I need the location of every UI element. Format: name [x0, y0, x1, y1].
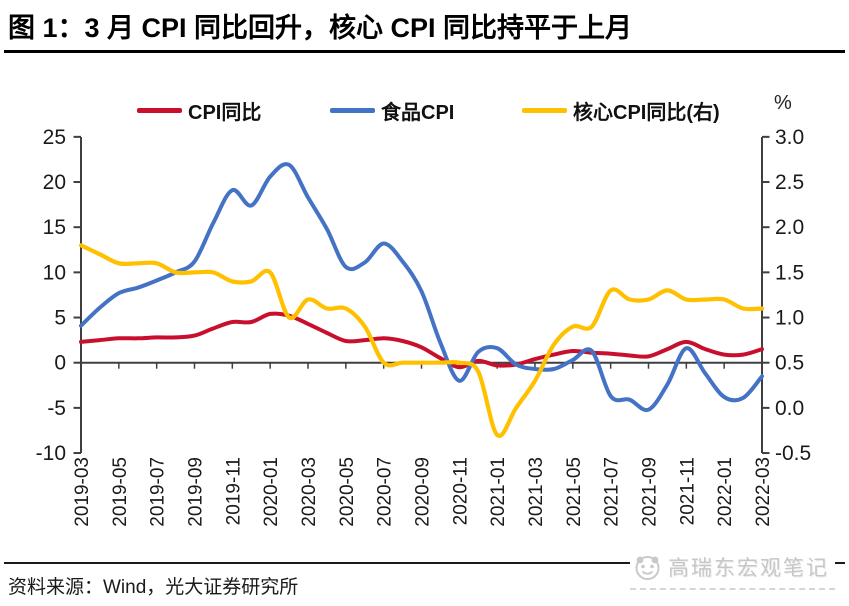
y-axis-tick-label: 2.5	[775, 171, 804, 194]
x-axis-tick-label: 2021-09	[640, 457, 661, 527]
x-axis-tick-label: 2020-07	[375, 457, 396, 527]
footer-separator	[4, 562, 845, 564]
x-axis-tick-label: 2021-11	[677, 457, 698, 525]
panda-logo-icon	[635, 555, 660, 580]
food-cpi-line	[79, 162, 764, 413]
y-axis-tick-label: 1.0	[775, 307, 804, 330]
legend-item-food-cpi: 食品CPI	[330, 96, 454, 125]
x-axis-tick-label: 2021-07	[602, 457, 623, 527]
x-axis-tick-label: 2021-05	[564, 457, 585, 527]
y-axis-tick-label: 0	[54, 352, 66, 375]
x-axis-tick-label: 2020-01	[261, 457, 282, 527]
y-axis-tick-label: -0.5	[775, 442, 811, 465]
legend-label: 食品CPI	[381, 102, 455, 124]
y-axis-tick-label: 3.0	[775, 126, 804, 149]
y-axis-tick-label: 20	[43, 171, 66, 194]
y-axis-tick-label: 5	[54, 307, 66, 330]
cpi-yoy-line	[79, 311, 764, 370]
y-axis-tick-label: -10	[36, 442, 66, 465]
y-axis-tick-label: -5	[47, 397, 66, 420]
x-axis-tick-label: 2019-11	[223, 457, 244, 525]
food-cpi-legend-swatch	[330, 108, 375, 113]
x-axis-tick-label: 2022-01	[715, 457, 736, 527]
x-axis-tick-label: 2022-03	[753, 457, 774, 527]
y-axis-tick-label: 25	[43, 126, 66, 149]
legend-item-core-cpi: 核心CPI同比(右)	[522, 96, 720, 125]
source-note: 资料来源：Wind，光大证券研究所	[8, 577, 299, 598]
core-cpi-legend-swatch	[522, 108, 567, 113]
x-axis-tick-label: 2021-01	[488, 457, 509, 527]
x-axis-tick-label: 2020-05	[337, 457, 358, 527]
watermark: 高瑞东宏观笔记	[630, 549, 835, 590]
title-separator	[4, 50, 845, 53]
legend-label: CPI同比	[188, 102, 262, 124]
legend-label: 核心CPI同比(右)	[573, 102, 720, 124]
x-axis-tick-label: 2019-09	[186, 457, 207, 527]
x-axis-tick-label: 2019-05	[110, 457, 131, 527]
y-axis-tick-label: 0.5	[775, 352, 804, 375]
x-axis-tick-label: 2019-03	[72, 457, 93, 527]
x-axis-tick-label: 2021-03	[526, 457, 547, 527]
x-axis-tick-label: 2019-07	[148, 457, 169, 527]
y-axis-tick-label: 10	[43, 261, 66, 284]
y-axis-tick-label: 0.0	[775, 397, 804, 420]
right-axis-unit-label: %	[774, 92, 792, 114]
x-axis-tick-label: 2020-11	[450, 457, 471, 525]
x-axis-tick-label: 2020-09	[413, 457, 434, 527]
core-cpi-line	[78, 243, 765, 439]
y-axis-tick-label: 1.5	[775, 261, 804, 284]
cpi-yoy-legend-swatch	[137, 108, 182, 113]
watermark-text: 高瑞东宏观笔记	[668, 557, 829, 580]
y-axis-tick-label: 15	[43, 216, 66, 239]
y-axis-tick-label: 2.0	[775, 216, 804, 239]
legend-item-cpi-yoy: CPI同比	[137, 96, 261, 125]
x-axis-tick-label: 2020-03	[299, 457, 320, 527]
page-title: 图 1：3 月 CPI 同比回升，核心 CPI 同比持平于上月	[8, 13, 633, 43]
